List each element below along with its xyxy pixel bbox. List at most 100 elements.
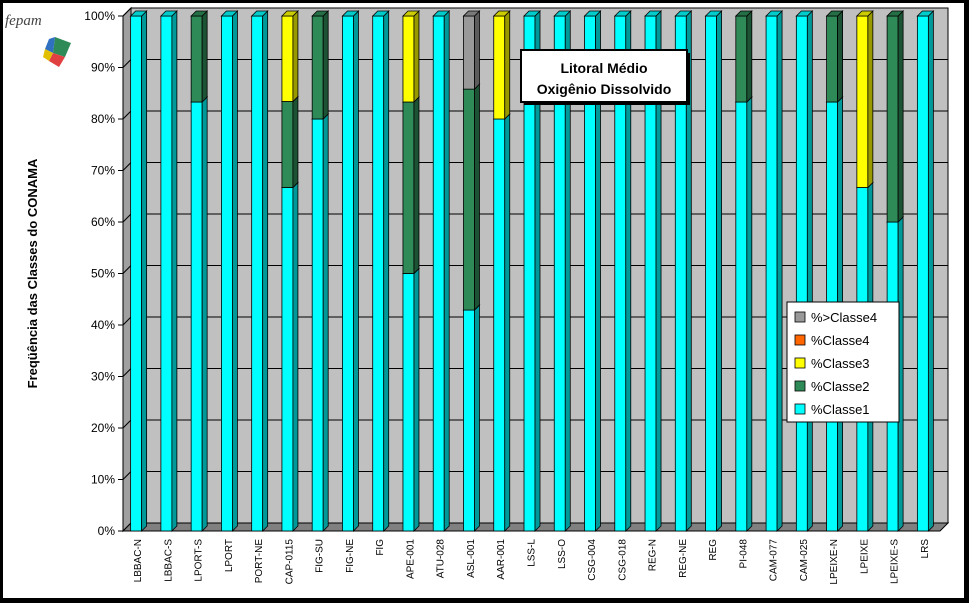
x-tick-label: FIG [375, 539, 386, 556]
bar-segment [765, 15, 778, 532]
x-tick-label: LRS [920, 539, 931, 559]
bar-segment [130, 15, 143, 532]
x-tick-label: CAM-025 [799, 539, 810, 582]
gridline-side [122, 213, 132, 223]
bar-segment-top [220, 10, 239, 17]
bar-segment-top [734, 10, 753, 17]
fepam-logo-icon [43, 37, 71, 67]
gridline-side [122, 368, 132, 377]
bar-segment-top [795, 10, 814, 17]
x-tick-label: LSS-O [557, 539, 568, 569]
bar-segment [795, 15, 808, 532]
bar-segment [735, 15, 748, 103]
bar-segment-side [413, 96, 420, 275]
y-tick-label: 100% [84, 9, 115, 23]
x-tick-label: FIG-NE [345, 539, 356, 573]
bar-segment-side [171, 10, 178, 532]
x-tick-label: ASL-001 [466, 539, 477, 578]
bar-segment-side [232, 10, 238, 532]
legend-label: %Classe4 [811, 333, 870, 348]
bar-segment [705, 15, 717, 532]
x-tick-label: PORT-NE [254, 539, 265, 584]
bar-segment-top [583, 10, 602, 17]
x-tick-label: REG-NE [678, 539, 689, 578]
legend-swatch [794, 311, 806, 323]
gridline-side [122, 59, 132, 68]
bar-segment-side [504, 10, 511, 120]
bar-segment [311, 15, 324, 120]
legend-label: %Classe1 [811, 402, 870, 417]
y-tick-label: 90% [91, 61, 115, 75]
bar-segment-top [492, 10, 511, 17]
bar-segment [916, 15, 929, 532]
bar-segment-top [371, 10, 390, 17]
x-tick-label: ATU-028 [436, 539, 447, 579]
bar-segment-top [250, 10, 269, 17]
bar-segment [463, 309, 475, 532]
bar-segment-side [897, 10, 904, 223]
x-tick-label: CAP-0115 [284, 539, 295, 585]
x-tick-label: AAR-001 [496, 539, 507, 580]
x-tick-label: CSG-018 [617, 539, 628, 581]
bar-segment-side [443, 10, 450, 532]
x-tick-label: FIG-SU [315, 539, 326, 573]
gridline-side [122, 265, 132, 274]
legend-box [786, 301, 900, 423]
bar-segment-top [401, 10, 420, 17]
x-tick-label: REG-N [648, 539, 659, 571]
bar-segment-top [553, 10, 572, 17]
y-tick-label: 20% [91, 421, 115, 435]
chart-frame: fepam 0% 10% 20% 30% 40% 50% 60% 70% 80% 90% 100% F… [3, 3, 964, 598]
fepam-logo-text: fepam [5, 13, 42, 29]
chart-title: Litoral Médio [560, 60, 647, 76]
chart-title-box: Litoral Médio Oxigênio Dissolvido [520, 49, 690, 105]
bar-segment-top [462, 10, 481, 17]
legend-label: %Classe2 [811, 379, 870, 394]
legend-swatch [794, 403, 806, 415]
y-tick-label: 70% [91, 164, 115, 178]
bar-segment-side [292, 181, 299, 532]
bar-segment-side [746, 10, 753, 103]
bar-segment-top [432, 10, 451, 17]
bar-segment-side [927, 10, 934, 532]
bar-segment [856, 15, 869, 188]
bar-segment-side [504, 113, 511, 532]
bar-segment-top [674, 10, 693, 17]
x-tick-label: LBBAC-N [133, 539, 144, 582]
y-tick-label: 10% [91, 473, 115, 487]
gridline-side [122, 419, 132, 429]
bar-segment-side [201, 96, 208, 532]
bar-segment-top [855, 10, 874, 17]
bar-segment-top [704, 10, 723, 17]
gridline-side [122, 7, 132, 17]
gridline-side [122, 316, 132, 326]
bar-segment-side [413, 10, 420, 103]
bar-segment-top [280, 10, 299, 17]
x-tick-label: LPEIXE-S [890, 539, 901, 584]
bar-segment-top [916, 10, 935, 17]
y-tick-label: 50% [91, 267, 115, 281]
bar-segment-top [129, 10, 148, 17]
x-tick-label: CSG-004 [587, 539, 598, 581]
bar-segment-side [474, 83, 480, 312]
bar-segment [493, 118, 506, 532]
x-tick-label: LSS-L [527, 539, 538, 567]
bar-segment-side [413, 267, 420, 532]
bar-segment [221, 15, 233, 532]
bar-segment [160, 15, 173, 532]
x-tick-label: LPEIXE [859, 539, 870, 574]
bar-segment-top [825, 10, 844, 17]
legend-swatch [794, 334, 806, 346]
x-tick-label: CAM-077 [769, 539, 780, 582]
x-tick-label: APE-001 [405, 539, 416, 579]
bar-segment [735, 101, 748, 532]
x-tick-label: LPORT-S [194, 539, 205, 582]
bar-segment-side [867, 10, 874, 189]
x-tick-label: LPORT [224, 539, 235, 572]
y-tick-label: 30% [91, 370, 115, 384]
bar-segment [493, 15, 506, 120]
bar-segment-top [886, 10, 905, 17]
bar-segment [342, 15, 354, 532]
bar-segment-top [644, 10, 663, 17]
bar-segment-side [201, 10, 208, 103]
